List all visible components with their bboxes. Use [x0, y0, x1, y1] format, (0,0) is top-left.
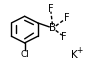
Text: F: F — [48, 4, 53, 14]
Text: +: + — [76, 46, 82, 55]
Text: F: F — [64, 13, 70, 23]
Text: F: F — [61, 32, 67, 42]
Text: B: B — [49, 23, 56, 33]
Text: K: K — [71, 50, 77, 60]
Text: Cl: Cl — [20, 50, 29, 59]
